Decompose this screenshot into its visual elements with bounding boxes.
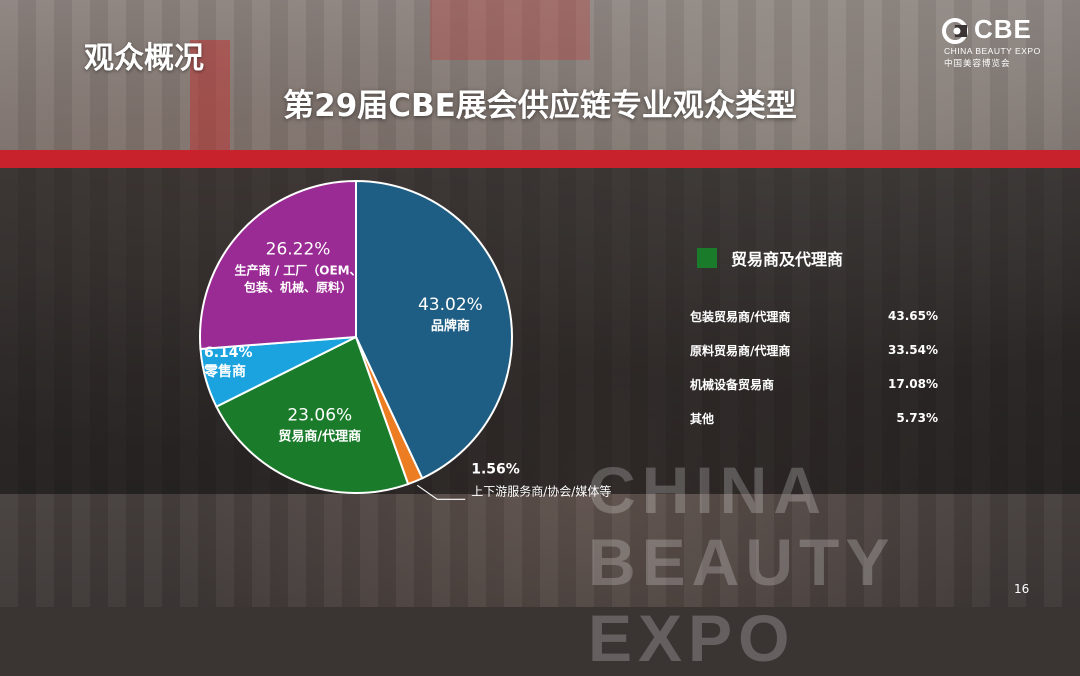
breakdown-row-value: 5.73%: [896, 411, 938, 425]
watermark-beauty-expo: BEAUTY EXPO: [588, 525, 895, 675]
breakdown-row-value: 17.08%: [888, 377, 938, 391]
pie-category-label: 包装、机械、原料）: [243, 280, 352, 295]
pie-value-label: 23.06%: [287, 406, 352, 426]
breakdown-row-label: 原料贸易商/代理商: [690, 343, 791, 358]
logo-text: CBE: [974, 14, 1032, 44]
pie-category-label: 零售商: [203, 363, 246, 380]
pie-value-label: 26.22%: [266, 240, 331, 260]
pie-value-label: 6.14%: [204, 345, 253, 361]
pie-slice: [355, 179, 513, 480]
pie-chart: 43.02% 品牌商 23.06% 贸易商/代理商 6.14% 零售商 26.22% 生产商 …: [199, 179, 611, 500]
chart-title: 第29届CBE展会供应链专业观众类型: [283, 88, 797, 124]
logo-subtitle-en: CHINA BEAUTY EXPO: [944, 46, 1041, 56]
breakdown-row-label: 其他: [690, 411, 715, 426]
breakdown-row: 机械设备贸易商 17.08%: [690, 368, 938, 400]
cbe-logo: CBE CHINA BEAUTY EXPO 中国美容博览会: [942, 14, 1052, 70]
red-divider-band: [0, 150, 1080, 168]
section-title: 观众概况: [84, 41, 204, 76]
pie-slice: [215, 335, 410, 494]
pie-category-label: 贸易商/代理商: [278, 429, 361, 445]
breakdown-row: 原料贸易商/代理商 33.54%: [690, 334, 938, 366]
page-number: 16: [1014, 582, 1030, 596]
pie-value-label: 43.02%: [418, 295, 483, 315]
legend-label: 贸易商及代理商: [731, 250, 844, 269]
pie-category-label: 上下游服务商/协会/媒体等: [471, 483, 611, 498]
chart-panel: [0, 168, 1080, 494]
legend-swatch: [697, 248, 717, 268]
breakdown-row-value: 33.54%: [888, 343, 938, 357]
pie-category-label: 生产商 / 工厂（OEM、: [235, 263, 362, 278]
pie-slice: [199, 179, 357, 351]
breakdown-row: 其他 5.73%: [690, 402, 938, 434]
breakdown-row-label: 包装贸易商/代理商: [690, 309, 791, 324]
cbe-logo-mark-icon: [942, 18, 968, 44]
background-red-sign: [430, 0, 590, 60]
logo-subtitle-cn: 中国美容博览会: [944, 59, 1011, 69]
breakdown-legend: 贸易商及代理商: [697, 246, 843, 270]
pie-category-label: 品牌商: [431, 318, 470, 334]
background-red-banner: [190, 40, 230, 150]
breakdown-row: 包装贸易商/代理商 43.65%: [690, 300, 938, 332]
pie-callout-line: [416, 484, 466, 500]
breakdown-row-value: 43.65%: [888, 309, 938, 323]
breakdown-table: 包装贸易商/代理商 43.65% 原料贸易商/代理商 33.54% 机械设备贸易…: [690, 300, 938, 436]
pie-value-label: 1.56%: [471, 461, 520, 477]
watermark-china: CHINA: [588, 453, 827, 527]
breakdown-row-label: 机械设备贸易商: [690, 377, 775, 392]
